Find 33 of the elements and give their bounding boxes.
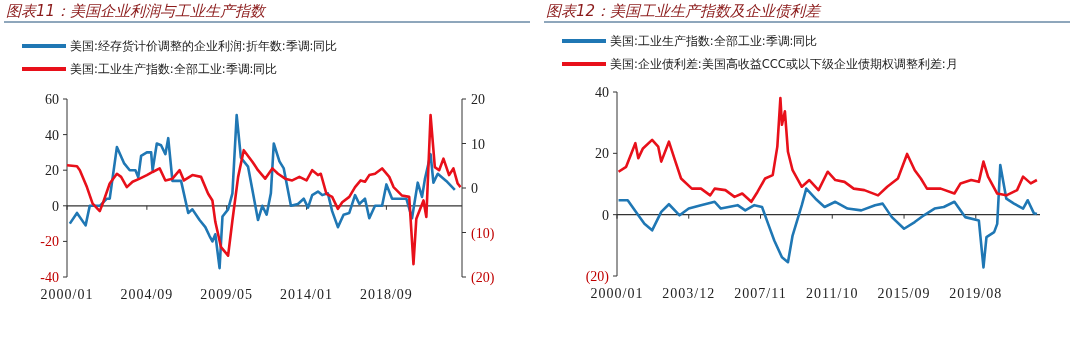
chart-title: 图表11：美国企业利润与工业生产指数 bbox=[6, 2, 268, 20]
x-tick-label: 2014/01 bbox=[280, 287, 334, 302]
x-tick-label: 2004/09 bbox=[120, 287, 174, 302]
chart-title: 图表12：美国工业生产指数及企业债利差 bbox=[546, 2, 823, 20]
y-tick-label: 60 bbox=[45, 92, 59, 107]
y2-tick-label: (20) bbox=[471, 270, 495, 286]
legend-label: 美国:工业生产指数:全部工业:季调:同比 bbox=[70, 62, 278, 76]
x-tick-label: 2003/12 bbox=[662, 286, 716, 301]
x-tick-label: 2018/09 bbox=[359, 287, 413, 302]
x-tick-label: 2000/01 bbox=[40, 287, 94, 302]
y2-tick-label: (10) bbox=[471, 225, 495, 242]
y2-tick-label: 10 bbox=[471, 136, 485, 152]
y-tick-label: 40 bbox=[595, 85, 609, 100]
y-tick-label: 0 bbox=[602, 207, 609, 223]
y2-tick-label: 20 bbox=[471, 92, 485, 107]
y-tick-label: 40 bbox=[45, 127, 59, 143]
legend-label: 美国:企业债利差:美国高收益CCC或以下级企业债期权调整利差:月 bbox=[610, 57, 958, 71]
y2-tick-label: 0 bbox=[471, 181, 478, 196]
x-tick-label: 2019/08 bbox=[949, 286, 1003, 301]
legend-label: 美国:经存货计价调整的企业利润:折年数:季调:同比 bbox=[70, 39, 338, 53]
y-tick-label: (20) bbox=[585, 269, 610, 285]
x-tick-label: 2009/05 bbox=[200, 287, 254, 302]
line-series bbox=[617, 96, 1039, 204]
y-tick-label: -40 bbox=[40, 270, 59, 285]
legend-label: 美国:工业生产指数:全部工业:季调:同比 bbox=[610, 34, 818, 48]
y-tick-label: 20 bbox=[45, 163, 59, 179]
y-tick-label: 20 bbox=[595, 146, 609, 162]
x-tick-label: 2011/10 bbox=[806, 286, 859, 301]
y-tick-label: 0 bbox=[52, 198, 59, 214]
x-tick-label: 2015/09 bbox=[877, 286, 931, 301]
x-tick-label: 2007/11 bbox=[734, 286, 787, 301]
x-tick-label: 2000/01 bbox=[590, 286, 644, 301]
y-tick-label: -20 bbox=[40, 234, 59, 250]
